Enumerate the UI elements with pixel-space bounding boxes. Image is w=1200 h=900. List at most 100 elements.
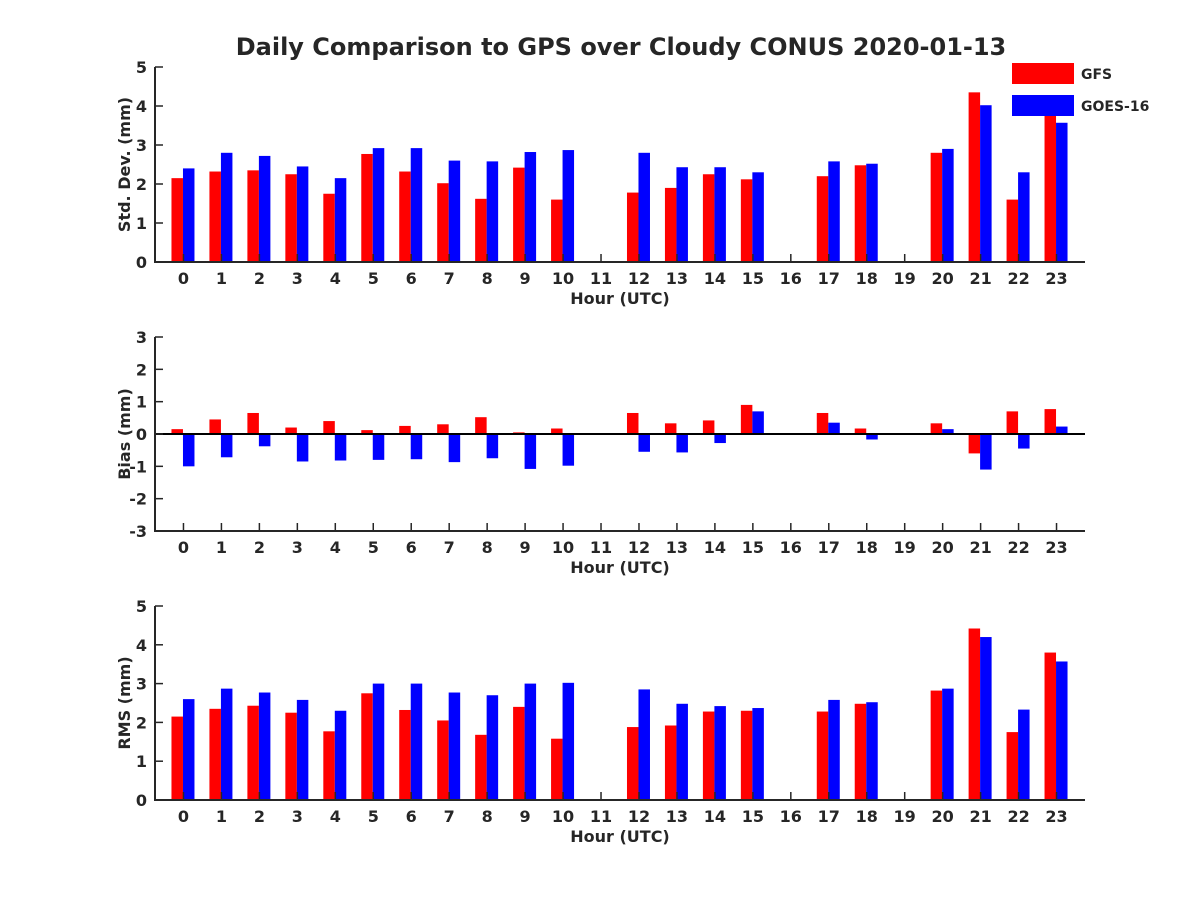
bar-goes16-hour-15 <box>752 411 764 434</box>
bar-goes16-hour-15 <box>752 708 764 800</box>
bar-gfs-hour-10 <box>551 199 563 262</box>
bar-goes16-hour-23 <box>1056 661 1068 800</box>
y-tick-label: 1 <box>136 393 147 412</box>
x-tick-label: 17 <box>818 807 840 826</box>
bar-gfs-hour-1 <box>209 708 221 800</box>
x-tick-label: 6 <box>406 807 417 826</box>
bar-gfs-hour-17 <box>816 176 829 262</box>
y-tick-label: -2 <box>129 490 147 509</box>
bar-goes16-hour-17 <box>828 422 840 434</box>
bar-goes16-hour-9 <box>524 434 537 469</box>
bar-goes16-hour-18 <box>866 434 878 440</box>
y-tick-label: -1 <box>129 457 147 476</box>
bar-goes16-hour-9 <box>524 683 537 800</box>
legend: GFS GOES-16 <box>1012 63 1149 116</box>
bar-goes16-hour-3 <box>296 434 309 462</box>
y-tick-label: 5 <box>136 58 147 77</box>
x-tick-label: 19 <box>894 269 916 288</box>
x-tick-label: 11 <box>590 538 612 557</box>
bar-gfs-hour-0 <box>171 716 183 800</box>
bar-gfs-hour-15 <box>740 404 753 434</box>
x-tick-label: 12 <box>628 538 650 557</box>
bar-gfs-hour-3 <box>285 712 297 800</box>
bar-goes16-hour-1 <box>220 434 233 458</box>
y-tick-label: 5 <box>136 597 147 616</box>
bar-gfs-hour-20 <box>930 152 943 262</box>
y-tick-label: 2 <box>136 713 147 732</box>
x-tick-label: 23 <box>1045 807 1067 826</box>
x-tick-label: 1 <box>216 807 227 826</box>
bar-goes16-hour-7 <box>448 160 461 262</box>
bar-gfs-hour-18 <box>854 428 867 434</box>
x-tick-label: 4 <box>330 807 341 826</box>
y-tick-label: -3 <box>129 522 147 541</box>
bar-goes16-hour-17 <box>828 699 840 800</box>
bar-gfs-hour-5 <box>361 153 373 262</box>
bar-goes16-hour-14 <box>714 167 726 262</box>
bar-gfs-hour-21 <box>968 628 981 800</box>
bar-gfs-hour-1 <box>209 419 221 434</box>
bar-gfs-hour-7 <box>437 424 449 434</box>
bar-goes16-hour-13 <box>676 434 688 453</box>
x-tick-label: 17 <box>818 538 840 557</box>
x-tick-label: 1 <box>216 269 227 288</box>
x-tick-label: 3 <box>292 807 303 826</box>
x-tick-label: 16 <box>780 538 802 557</box>
bar-gfs-hour-23 <box>1044 652 1057 800</box>
y-tick-label: 4 <box>136 97 147 116</box>
y-tick-label: 1 <box>136 214 147 233</box>
x-axis-label: Hour (UTC) <box>570 558 670 577</box>
bar-goes16-hour-23 <box>1056 426 1068 434</box>
bar-gfs-hour-2 <box>247 412 259 434</box>
x-tick-label: 16 <box>780 807 802 826</box>
bar-gfs-hour-7 <box>437 720 449 800</box>
y-tick-label: 0 <box>136 791 147 810</box>
bar-gfs-hour-21 <box>968 92 981 262</box>
y-tick-label: 2 <box>136 360 147 379</box>
bar-goes16-hour-4 <box>334 710 347 800</box>
bar-gfs-hour-8 <box>475 734 487 800</box>
x-tick-label: 22 <box>1007 807 1029 826</box>
x-tick-label: 13 <box>666 269 688 288</box>
bar-goes16-hour-6 <box>410 683 423 800</box>
bar-gfs-hour-18 <box>854 165 867 262</box>
bar-goes16-hour-4 <box>334 434 347 461</box>
x-tick-label: 2 <box>254 538 265 557</box>
bar-goes16-hour-0 <box>182 699 195 800</box>
x-tick-label: 0 <box>178 269 189 288</box>
x-tick-label: 1 <box>216 538 227 557</box>
bar-gfs-hour-14 <box>702 174 715 262</box>
bar-gfs-hour-12 <box>626 412 639 434</box>
bar-goes16-hour-21 <box>980 105 992 262</box>
x-tick-label: 18 <box>856 269 878 288</box>
y-axis-label: RMS (mm) <box>115 656 134 749</box>
bar-gfs-hour-4 <box>323 421 335 434</box>
bar-goes16-hour-15 <box>752 172 764 262</box>
x-tick-label: 17 <box>818 269 840 288</box>
bar-goes16-hour-3 <box>296 699 309 800</box>
bar-goes16-hour-18 <box>866 163 878 262</box>
x-tick-label: 18 <box>856 807 878 826</box>
x-tick-label: 0 <box>178 538 189 557</box>
x-tick-label: 9 <box>520 538 531 557</box>
x-tick-label: 12 <box>628 269 650 288</box>
bar-goes16-hour-14 <box>714 706 726 800</box>
y-tick-label: 0 <box>136 425 147 444</box>
bar-goes16-hour-4 <box>334 178 347 262</box>
x-tick-label: 3 <box>292 538 303 557</box>
bar-gfs-hour-2 <box>247 170 259 262</box>
bar-gfs-hour-5 <box>361 430 373 434</box>
y-tick-label: 2 <box>136 175 147 194</box>
bar-gfs-hour-17 <box>816 711 829 800</box>
bar-goes16-hour-22 <box>1018 709 1030 800</box>
bar-gfs-hour-14 <box>702 420 715 434</box>
bar-goes16-hour-20 <box>942 429 954 434</box>
bar-gfs-hour-13 <box>664 725 677 800</box>
bar-goes16-hour-22 <box>1018 172 1030 262</box>
bar-gfs-hour-21 <box>968 434 981 454</box>
x-tick-label: 2 <box>254 807 265 826</box>
bar-gfs-hour-22 <box>1006 199 1019 262</box>
x-tick-label: 14 <box>704 269 726 288</box>
